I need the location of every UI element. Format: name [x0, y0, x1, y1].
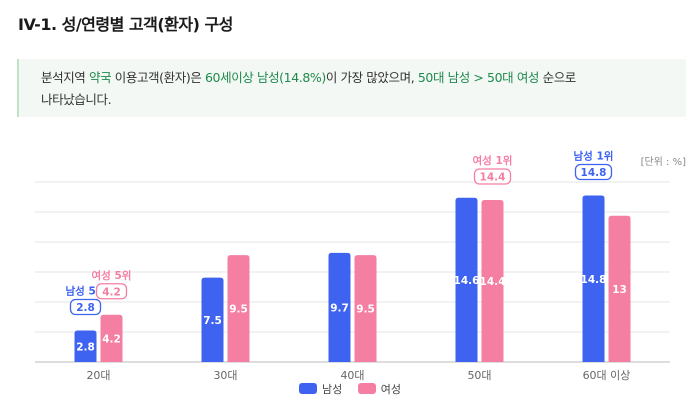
bar-value-label: 2.8 — [76, 341, 95, 353]
bar-male — [582, 195, 605, 362]
callout-value: 14.8 — [581, 167, 607, 179]
summary-text: 순으로 — [539, 70, 577, 85]
callout-rank: 여성 1위 — [473, 154, 513, 167]
legend-item-male: 남성 — [299, 381, 342, 397]
bar-male — [201, 277, 224, 362]
callout-box — [473, 168, 512, 185]
legend-label-female: 여성 — [380, 383, 401, 396]
summary-text: 분석지역 — [41, 70, 89, 85]
bar-value-label: 14.8 — [581, 274, 607, 286]
bar-value-label: 9.5 — [356, 304, 375, 316]
section-title: IV-1. 성/연령별 고객(환자) 구성 — [18, 15, 233, 34]
summary-box: 분석지역 약국 이용고객(환자)은 60세이상 남성(14.8%)이 가장 많았… — [17, 59, 686, 117]
x-tick-label: 20대 — [86, 369, 110, 382]
bar-female — [100, 314, 123, 362]
bar-value-label: 9.7 — [330, 302, 349, 314]
summary-text: 이 가장 많았으며, — [325, 70, 418, 85]
callout-value: 4.2 — [102, 286, 121, 298]
legend-swatch-male — [299, 383, 317, 394]
bar-female — [354, 255, 377, 362]
x-tick-label: 50대 — [467, 369, 491, 382]
callout-box — [69, 298, 102, 316]
summary-highlight: 약국 — [88, 70, 112, 85]
bar-value-label: 7.5 — [203, 315, 222, 327]
bar-value-label: 4.2 — [102, 333, 121, 345]
callout-rank: 남성 5위 — [66, 285, 106, 298]
bar-female — [227, 255, 250, 362]
callout-value: 2.8 — [76, 302, 95, 314]
bar-female — [608, 215, 631, 362]
callout-rank: 여성 5위 — [92, 269, 132, 282]
summary-text: 이용고객(환자)은 — [111, 70, 205, 85]
x-tick-label: 40대 — [340, 369, 364, 382]
summary-text: 나타났습니다. — [41, 92, 112, 107]
bar-value-label: 14.4 — [480, 276, 506, 288]
legend-label-male: 남성 — [322, 383, 343, 396]
bar-value-label: 13 — [612, 284, 627, 296]
bar-value-label: 14.6 — [454, 275, 480, 287]
legend-swatch-female — [357, 383, 376, 394]
callout-rank: 남성 1위 — [574, 150, 614, 163]
summary-highlight: 50대 남성 > 50대 여성 — [417, 70, 540, 85]
callout-value: 14.4 — [480, 172, 506, 184]
bar-male — [74, 330, 97, 362]
chart-legend: 남성 여성 — [0, 381, 700, 397]
bar-male — [455, 197, 478, 362]
bar-value-label: 9.5 — [229, 304, 248, 316]
unit-label: [단위 : %] — [640, 157, 686, 168]
legend-item-female: 여성 — [357, 381, 401, 397]
bar-male — [328, 252, 351, 362]
callout-box — [574, 163, 613, 181]
x-tick-label: 60대 이상 — [583, 369, 631, 382]
summary-highlight: 60세이상 남성(14.8%) — [205, 70, 326, 85]
bar-female — [481, 200, 504, 362]
x-tick-label: 30대 — [213, 369, 237, 382]
callout-box — [95, 283, 128, 300]
